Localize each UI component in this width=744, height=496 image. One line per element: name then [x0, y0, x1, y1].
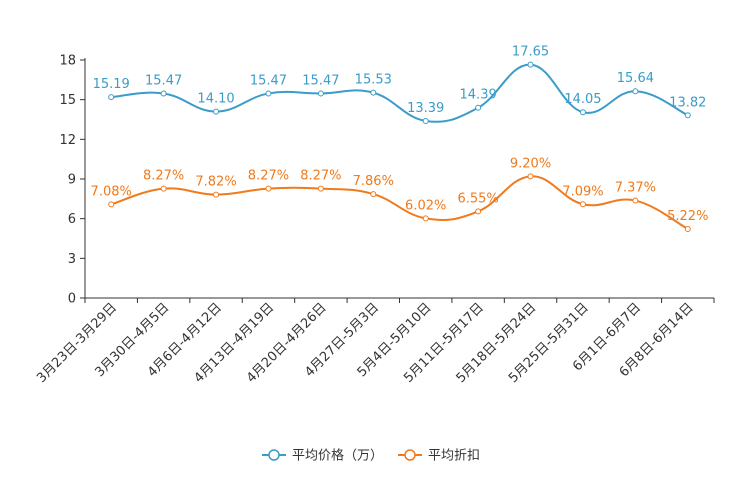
- data-labels: 15.19 15.47 14.10 15.47 15.47 15.53 13.39 14.39…: [91, 45, 709, 224]
- y-tick-label: 6: [68, 212, 76, 227]
- data-label-avg-discount: 6.02%: [405, 198, 446, 213]
- y-tick-label: 15: [59, 93, 76, 108]
- data-label-avg-discount: 5.22%: [667, 209, 708, 224]
- data-point-avg-price[interactable]: [632, 88, 639, 95]
- data-point-avg-price[interactable]: [579, 109, 586, 116]
- data-point-avg-price[interactable]: [317, 90, 324, 97]
- data-label-avg-discount: 7.37%: [615, 181, 656, 196]
- data-point-avg-discount[interactable]: [317, 185, 324, 192]
- data-point-avg-price[interactable]: [527, 61, 534, 68]
- data-label-avg-discount: 6.55%: [457, 191, 498, 206]
- data-label-avg-price: 15.47: [250, 73, 287, 88]
- axes: 03691215183月23日-3月29日3月30日-4月5日4月6日-4月12…: [34, 54, 715, 386]
- legend-label: 平均价格（万）: [292, 448, 383, 464]
- data-point-avg-discount[interactable]: [422, 215, 429, 222]
- y-tick-label: 18: [59, 54, 76, 69]
- data-label-avg-price: 15.47: [145, 73, 182, 88]
- data-point-avg-discount[interactable]: [632, 197, 639, 204]
- series-layer: [108, 61, 691, 232]
- data-point-avg-discount[interactable]: [160, 185, 167, 192]
- y-tick-label: 3: [68, 252, 76, 267]
- data-label-avg-discount: 8.27%: [248, 169, 289, 184]
- data-point-avg-price[interactable]: [370, 89, 377, 96]
- data-point-avg-discount[interactable]: [684, 225, 691, 232]
- data-label-avg-price: 14.10: [197, 92, 234, 107]
- data-point-avg-discount[interactable]: [475, 208, 482, 215]
- data-label-avg-price: 14.05: [564, 92, 601, 107]
- data-point-avg-price[interactable]: [213, 108, 220, 115]
- data-label-avg-price: 15.64: [617, 71, 654, 86]
- data-label-avg-price: 15.19: [93, 77, 130, 92]
- data-point-avg-discount[interactable]: [370, 191, 377, 198]
- data-label-avg-price: 17.65: [512, 45, 549, 60]
- data-point-avg-price[interactable]: [475, 104, 482, 111]
- data-label-avg-discount: 7.86%: [353, 174, 394, 189]
- legend-item-avg-price[interactable]: 平均价格（万）: [262, 448, 383, 464]
- data-label-avg-discount: 7.82%: [195, 175, 236, 190]
- data-point-avg-discount[interactable]: [579, 201, 586, 208]
- legend-marker-icon: [268, 449, 280, 461]
- data-label-avg-discount: 8.27%: [143, 169, 184, 184]
- data-point-avg-price[interactable]: [108, 94, 115, 101]
- legend-marker-icon: [404, 449, 416, 461]
- data-label-avg-price: 14.39: [460, 88, 497, 103]
- legend[interactable]: 平均价格（万） 平均折扣: [262, 448, 480, 464]
- data-label-avg-price: 15.47: [302, 73, 339, 88]
- data-label-avg-discount: 7.09%: [562, 184, 603, 199]
- data-label-avg-discount: 8.27%: [300, 169, 341, 184]
- data-point-avg-price[interactable]: [684, 112, 691, 119]
- y-tick-label: 9: [68, 173, 76, 188]
- data-point-avg-discount[interactable]: [108, 201, 115, 208]
- data-label-avg-price: 13.39: [407, 101, 444, 116]
- legend-item-avg-discount[interactable]: 平均折扣: [398, 449, 480, 464]
- y-tick-label: 12: [59, 133, 76, 148]
- data-point-avg-discount[interactable]: [265, 185, 272, 192]
- data-point-avg-price[interactable]: [265, 90, 272, 97]
- data-point-avg-discount[interactable]: [527, 173, 534, 180]
- data-point-avg-price[interactable]: [160, 90, 167, 97]
- data-label-avg-discount: 7.08%: [91, 184, 132, 199]
- data-point-avg-discount[interactable]: [213, 191, 220, 198]
- data-label-avg-price: 13.82: [669, 95, 706, 110]
- y-tick-label: 0: [68, 292, 76, 307]
- legend-label: 平均折扣: [428, 449, 480, 464]
- data-label-avg-price: 15.53: [355, 73, 392, 88]
- data-point-avg-price[interactable]: [422, 117, 429, 124]
- data-label-avg-discount: 9.20%: [510, 156, 551, 171]
